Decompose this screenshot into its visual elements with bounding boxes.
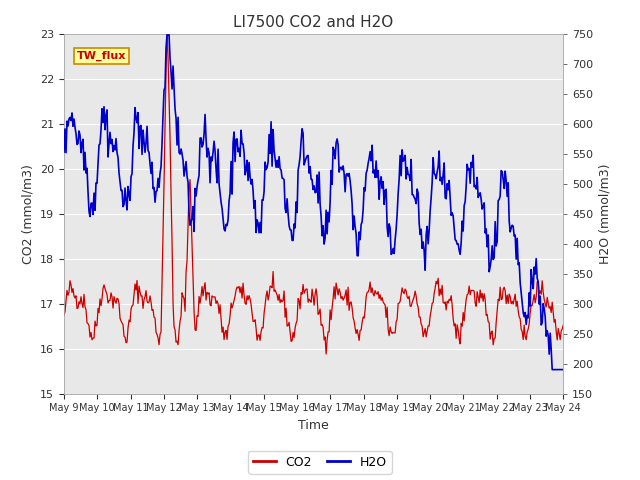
Legend: CO2, H2O: CO2, H2O	[248, 451, 392, 474]
Y-axis label: CO2 (mmol/m3): CO2 (mmol/m3)	[22, 164, 35, 264]
Title: LI7500 CO2 and H2O: LI7500 CO2 and H2O	[234, 15, 394, 30]
Text: TW_flux: TW_flux	[77, 51, 126, 61]
X-axis label: Time: Time	[298, 419, 329, 432]
Y-axis label: H2O (mmol/m3): H2O (mmol/m3)	[599, 163, 612, 264]
